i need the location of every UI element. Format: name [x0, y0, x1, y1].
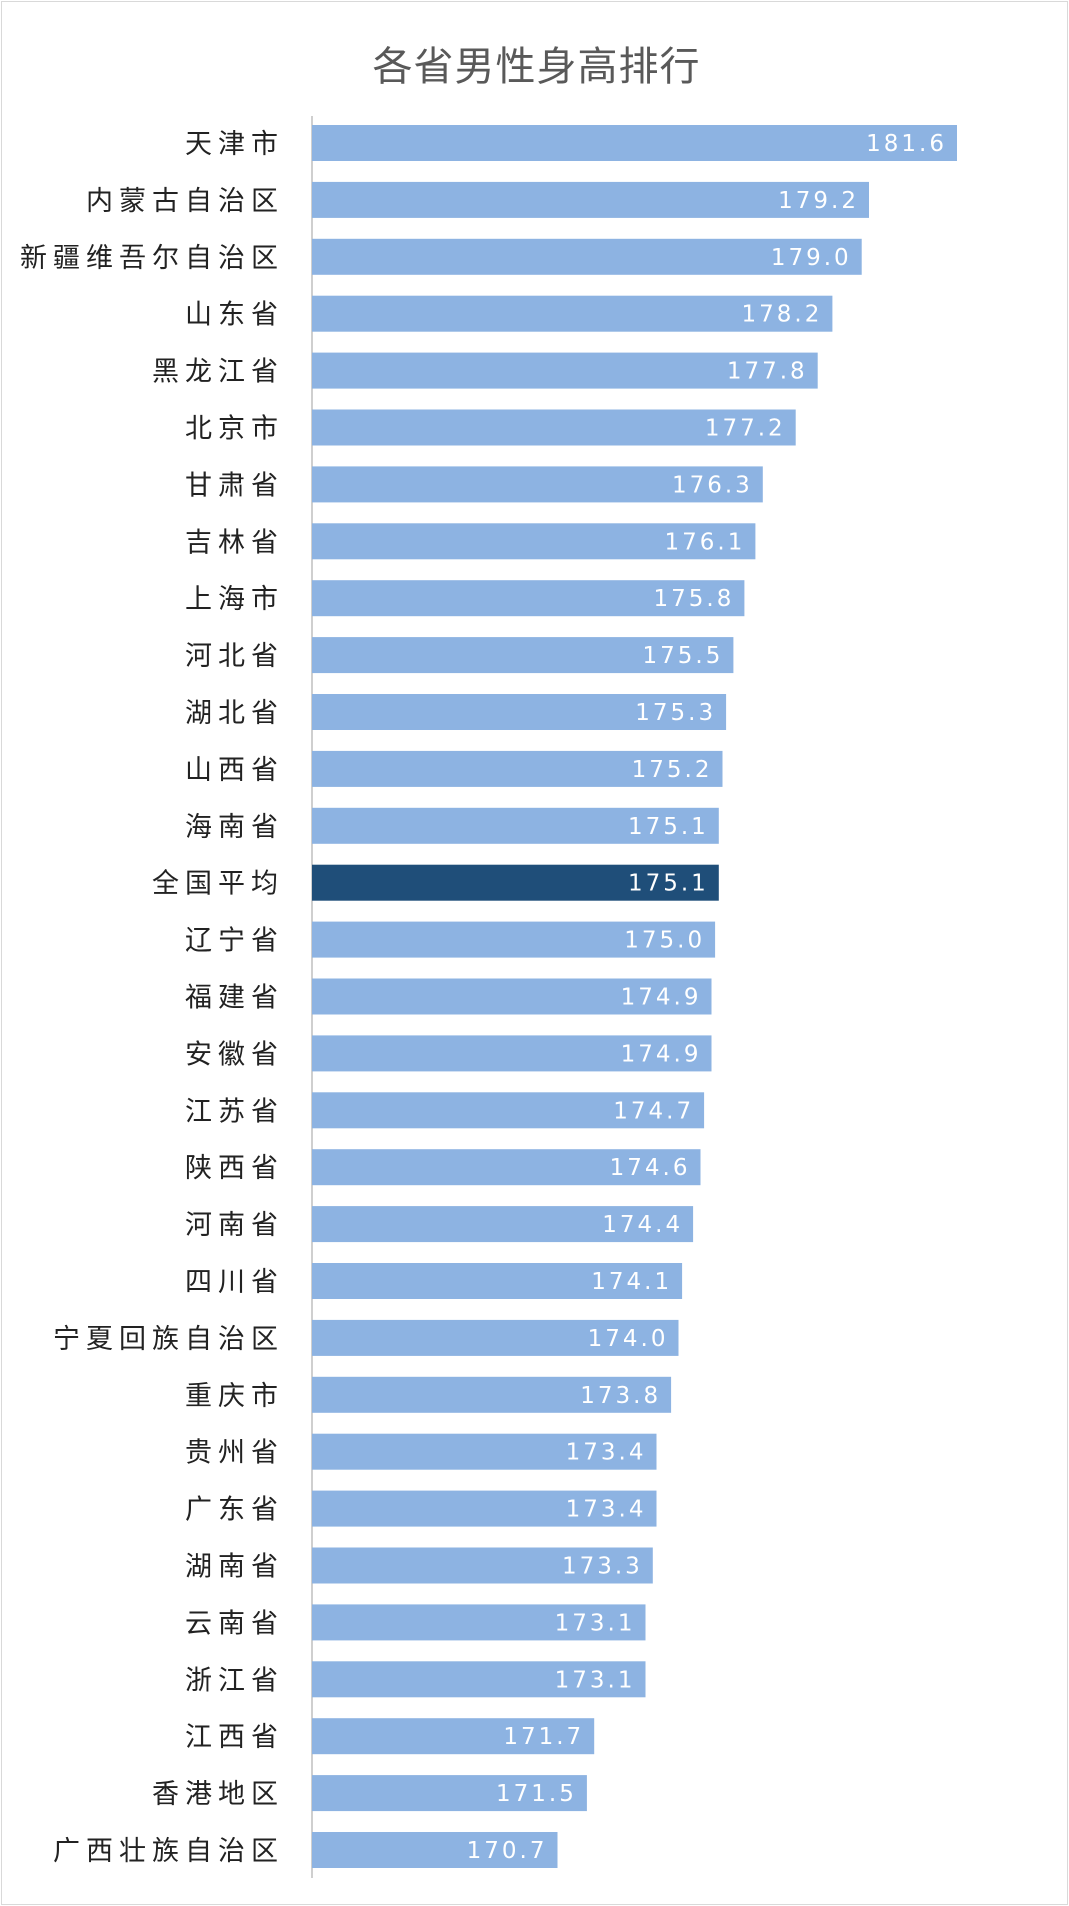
value-label: 174.7	[613, 1098, 694, 1124]
category-labels: 天津市内蒙古自治区新疆维吾尔自治区山东省黑龙江省北京市甘肃省吉林省上海市河北省湖…	[20, 129, 284, 1867]
category-label: 北京市	[185, 414, 284, 445]
value-label: 174.6	[610, 1155, 691, 1181]
category-label: 广东省	[185, 1495, 284, 1526]
category-label: 四川省	[185, 1267, 284, 1298]
bar	[312, 921, 716, 958]
category-label: 云南省	[185, 1608, 284, 1639]
bar	[312, 125, 957, 161]
chart-title: 各省男性身高排行	[372, 44, 701, 90]
bar	[312, 694, 727, 730]
value-label: 175.0	[624, 928, 705, 954]
bar	[312, 295, 833, 332]
value-label: 177.2	[705, 416, 786, 442]
value-label: 175.1	[628, 871, 709, 897]
category-label: 内蒙古自治区	[86, 186, 284, 217]
category-label: 福建省	[185, 983, 284, 1014]
category-label: 香港地区	[152, 1779, 284, 1810]
bar	[312, 1319, 679, 1356]
bar	[312, 181, 869, 218]
bar	[312, 1376, 672, 1413]
value-label: 181.6	[866, 131, 947, 157]
category-label: 全国平均	[152, 869, 284, 900]
value-label: 173.1	[555, 1667, 636, 1693]
bar	[312, 1718, 595, 1755]
category-label: 安徽省	[185, 1039, 284, 1070]
category-label: 山西省	[185, 755, 284, 786]
bar	[312, 1661, 646, 1698]
bar	[312, 1433, 657, 1470]
category-label: 上海市	[185, 584, 284, 615]
bar	[312, 1092, 705, 1129]
value-label: 173.4	[566, 1440, 647, 1466]
bar	[312, 750, 723, 787]
bar	[312, 409, 796, 446]
bar	[312, 1604, 646, 1641]
value-label: 175.5	[643, 643, 724, 669]
bar	[312, 466, 763, 503]
value-label: 175.2	[632, 757, 713, 783]
bar	[312, 1547, 653, 1584]
bar	[312, 637, 734, 674]
value-label: 171.7	[503, 1724, 584, 1750]
category-label: 天津市	[185, 129, 284, 160]
category-label: 宁夏回族自治区	[53, 1324, 284, 1355]
category-label: 江西省	[185, 1722, 284, 1753]
value-label: 171.5	[496, 1781, 577, 1807]
value-label: 174.0	[588, 1326, 669, 1352]
value-label: 177.8	[727, 359, 808, 385]
category-label: 山东省	[185, 300, 284, 331]
bar	[312, 1263, 683, 1299]
category-label: 广西壮族自治区	[53, 1836, 284, 1867]
value-label: 179.0	[771, 245, 852, 271]
category-label: 甘肃省	[185, 470, 284, 501]
category-label: 河北省	[185, 641, 284, 672]
category-label: 陕西省	[185, 1153, 284, 1184]
value-label: 173.1	[555, 1610, 636, 1636]
bar	[312, 1490, 657, 1527]
value-label: 174.9	[621, 1041, 702, 1067]
category-label: 湖北省	[185, 698, 284, 729]
value-label: 179.2	[778, 188, 859, 214]
category-label: 黑龙江省	[152, 357, 284, 388]
bar	[312, 1035, 712, 1072]
value-label: 173.8	[580, 1383, 661, 1409]
category-label: 湖南省	[185, 1552, 284, 1583]
value-label: 173.3	[562, 1554, 643, 1580]
bar	[312, 1775, 587, 1812]
value-label: 173.4	[566, 1497, 647, 1523]
bar	[312, 1149, 701, 1186]
category-label: 贵州省	[185, 1438, 284, 1469]
category-label: 新疆维吾尔自治区	[20, 243, 284, 274]
category-label: 浙江省	[185, 1665, 284, 1696]
bar	[312, 238, 862, 275]
bar	[312, 1206, 694, 1243]
value-label: 175.1	[628, 814, 709, 840]
value-label: 174.1	[591, 1269, 672, 1295]
category-label: 重庆市	[185, 1381, 284, 1412]
category-label: 吉林省	[185, 527, 284, 558]
category-label: 海南省	[185, 812, 284, 843]
bars-group	[312, 125, 957, 1868]
value-label: 176.1	[665, 529, 746, 555]
bar	[312, 580, 745, 617]
bar	[312, 978, 712, 1015]
value-label: 176.3	[672, 472, 753, 498]
bar	[312, 523, 756, 560]
bar	[312, 352, 818, 389]
category-label: 辽宁省	[185, 926, 284, 957]
value-label: 170.7	[467, 1838, 548, 1864]
category-label: 江苏省	[185, 1096, 284, 1127]
value-label: 174.4	[602, 1212, 683, 1238]
category-label: 河南省	[185, 1210, 284, 1241]
bar-highlight	[312, 864, 719, 901]
value-labels: 181.6 179.2 179.0 178.2 177.8 177.2 176.3 176.1…	[467, 131, 947, 1864]
bar	[312, 807, 719, 844]
value-label: 175.8	[654, 586, 735, 612]
value-label: 175.3	[635, 700, 716, 726]
bar	[312, 1832, 558, 1868]
value-label: 174.9	[621, 985, 702, 1011]
value-label: 178.2	[742, 302, 823, 328]
